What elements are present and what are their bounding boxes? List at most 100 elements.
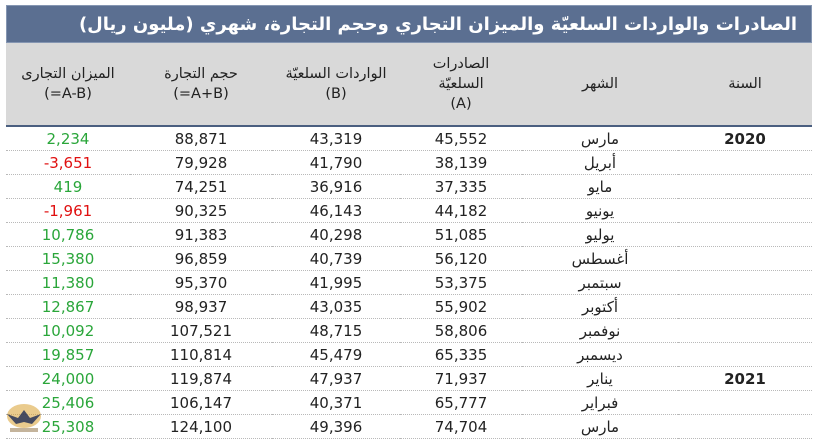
cell-imports: 40,371 [272,390,400,415]
cell-volume: 119,874 [130,366,272,391]
table-title: الصادرات والواردات السلعيّة والميزان الت… [6,5,812,43]
cell-year [678,414,812,439]
header-row: الميزان التجارى (=A-B) حجم التجارة (=A+B… [6,43,812,127]
cell-balance: 19,857 [6,342,130,367]
cell-year [678,390,812,415]
cell-exports: 37,335 [400,174,522,199]
cell-imports: 48,715 [272,318,400,343]
table-row: 19,857 110,814 45,479 65,335 ديسمبر [6,342,812,367]
cell-volume: 110,814 [130,342,272,367]
header-balance-line1: الميزان التجارى [21,66,115,82]
cell-exports: 51,085 [400,222,522,247]
cell-exports: 38,139 [400,150,522,175]
header-year: السنة [678,43,812,127]
cell-year [678,270,812,295]
cell-month: ديسمبر [522,342,678,367]
cell-year [678,150,812,175]
cell-exports: 65,335 [400,342,522,367]
cell-balance: -3,651 [6,150,130,175]
cell-month: أغسطس [522,246,678,271]
cell-imports: 40,739 [272,246,400,271]
cell-exports: 56,120 [400,246,522,271]
cell-balance: 419 [6,174,130,199]
table-row: 2,234 88,871 43,319 45,552 مارس 2020 [6,126,812,151]
cell-month: مارس [522,126,678,151]
cell-exports: 44,182 [400,198,522,223]
table-row: 12,867 98,937 43,035 55,902 أكتوبر [6,294,812,319]
table-row: 15,380 96,859 40,739 56,120 أغسطس [6,246,812,271]
cell-month: سبتمبر [522,270,678,295]
cell-imports: 41,790 [272,150,400,175]
header-exports-line2: السلعيّة [438,76,484,92]
cell-volume: 74,251 [130,174,272,199]
cell-month: يوليو [522,222,678,247]
header-balance-line2: (=A-B) [44,86,92,102]
cell-exports: 65,777 [400,390,522,415]
cell-exports: 58,806 [400,318,522,343]
cell-month: يونيو [522,198,678,223]
cell-year [678,318,812,343]
cell-volume: 107,521 [130,318,272,343]
header-exports-line3: (A) [450,96,472,112]
cell-year [678,294,812,319]
trade-table: الميزان التجارى (=A-B) حجم التجارة (=A+B… [6,43,812,439]
cell-volume: 124,100 [130,414,272,439]
cell-volume: 91,383 [130,222,272,247]
cell-balance: 2,234 [6,126,130,151]
eagle-logo-icon [7,404,41,432]
cell-year [678,342,812,367]
cell-exports: 55,902 [400,294,522,319]
table-row: 10,092 107,521 48,715 58,806 نوفمبر [6,318,812,343]
cell-imports: 40,298 [272,222,400,247]
table-row: 11,380 95,370 41,995 53,375 سبتمبر [6,270,812,295]
cell-volume: 79,928 [130,150,272,175]
cell-year [678,174,812,199]
cell-month: مارس [522,414,678,439]
cell-imports: 41,995 [272,270,400,295]
cell-imports: 45,479 [272,342,400,367]
trade-table-panel: الصادرات والواردات السلعيّة والميزان الت… [6,5,812,445]
cell-volume: 88,871 [130,126,272,151]
cell-balance: 24,000 [6,366,130,391]
table-row: 419 74,251 36,916 37,335 مايو [6,174,812,199]
cell-imports: 49,396 [272,414,400,439]
table-row: -3,651 79,928 41,790 38,139 أبريل [6,150,812,175]
header-imports-line2: (B) [325,86,347,102]
header-volume-line1: حجم التجارة [164,66,238,82]
cell-volume: 96,859 [130,246,272,271]
cell-balance: 10,786 [6,222,130,247]
table-row: 25,406 106,147 40,371 65,777 فبراير [6,390,812,415]
cell-balance: 15,380 [6,246,130,271]
header-balance: الميزان التجارى (=A-B) [6,43,130,127]
cell-imports: 43,319 [272,126,400,151]
cell-year [678,222,812,247]
cell-imports: 36,916 [272,174,400,199]
header-month: الشهر [522,43,678,127]
cell-exports: 71,937 [400,366,522,391]
table-row: 25,308 124,100 49,396 74,704 مارس [6,414,812,439]
cell-year: 2021 [678,366,812,391]
cell-volume: 95,370 [130,270,272,295]
header-volume-line2: (=A+B) [173,86,229,102]
header-exports: الصادرات السلعيّة (A) [400,43,522,127]
table-row: 24,000 119,874 47,937 71,937 يناير 2021 [6,366,812,391]
cell-month: أكتوبر [522,294,678,319]
cell-exports: 45,552 [400,126,522,151]
cell-balance: 10,092 [6,318,130,343]
cell-imports: 43,035 [272,294,400,319]
cell-balance: 11,380 [6,270,130,295]
cell-year: 2020 [678,126,812,151]
cell-month: يناير [522,366,678,391]
cell-balance: -1,961 [6,198,130,223]
header-exports-line1: الصادرات [432,56,490,72]
cell-volume: 90,325 [130,198,272,223]
cell-balance: 12,867 [6,294,130,319]
table-row: 10,786 91,383 40,298 51,085 يوليو [6,222,812,247]
header-imports: الواردات السلعيّة (B) [272,43,400,127]
cell-year [678,198,812,223]
cell-volume: 106,147 [130,390,272,415]
cell-exports: 74,704 [400,414,522,439]
header-imports-line1: الواردات السلعيّة [285,66,387,82]
header-volume: حجم التجارة (=A+B) [130,43,272,127]
cell-imports: 47,937 [272,366,400,391]
